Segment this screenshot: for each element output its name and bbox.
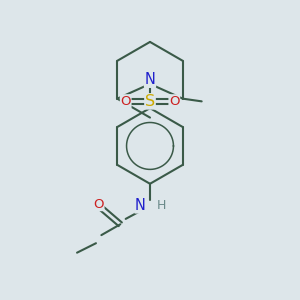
- Text: O: O: [169, 95, 180, 108]
- Text: S: S: [145, 94, 155, 109]
- Text: N: N: [135, 198, 146, 213]
- Text: N: N: [145, 72, 155, 87]
- Text: H: H: [157, 199, 166, 212]
- Text: O: O: [120, 95, 131, 108]
- Text: O: O: [93, 197, 104, 211]
